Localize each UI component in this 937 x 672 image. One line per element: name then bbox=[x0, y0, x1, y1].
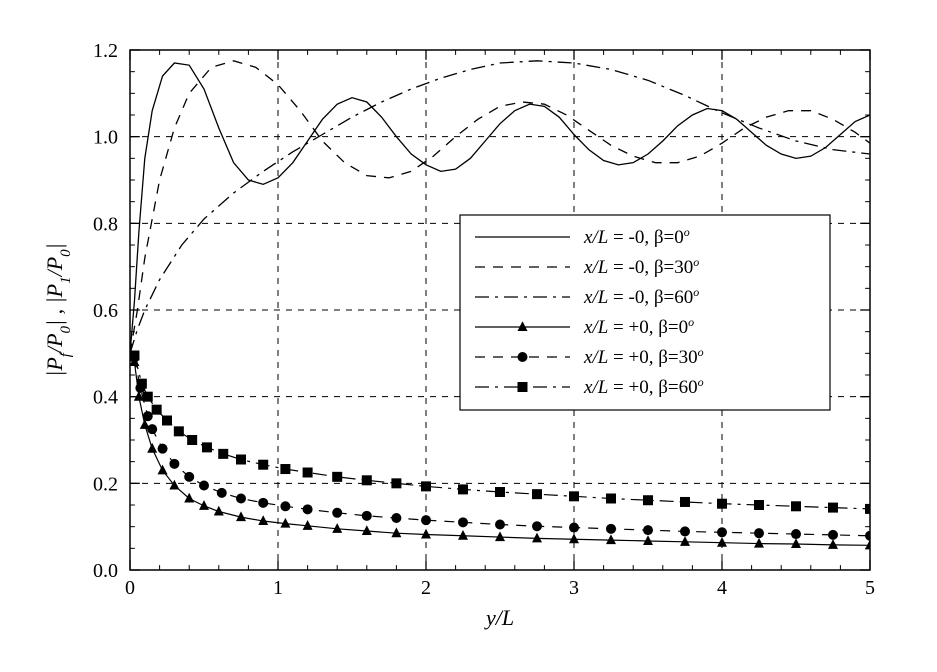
svg-text:1.2: 1.2 bbox=[93, 40, 118, 62]
chart-svg: 0123450.00.20.40.60.81.01.2y/L|Pf/P0| , … bbox=[20, 20, 917, 652]
svg-text:x/L = +0, β=30o: x/L = +0, β=30o bbox=[583, 345, 704, 368]
svg-text:0.0: 0.0 bbox=[93, 560, 118, 582]
svg-text:x/L = +0, β=60o: x/L = +0, β=60o bbox=[583, 375, 704, 398]
svg-text:3: 3 bbox=[569, 577, 579, 599]
svg-text:x/L = +0, β=0o: x/L = +0, β=0o bbox=[583, 315, 694, 338]
svg-text:x/L = -0, β=0o: x/L = -0, β=0o bbox=[583, 225, 690, 248]
svg-text:x/L = -0, β=60o: x/L = -0, β=60o bbox=[583, 285, 699, 308]
svg-text:0: 0 bbox=[125, 577, 135, 599]
svg-text:y/L: y/L bbox=[484, 605, 514, 630]
svg-text:0.4: 0.4 bbox=[93, 387, 118, 409]
svg-text:x/L = -0, β=30o: x/L = -0, β=30o bbox=[583, 255, 699, 278]
svg-text:0.8: 0.8 bbox=[93, 213, 118, 235]
svg-text:2: 2 bbox=[421, 577, 431, 599]
chart-container: 0123450.00.20.40.60.81.01.2y/L|Pf/P0| , … bbox=[20, 20, 917, 652]
svg-text:5: 5 bbox=[865, 577, 875, 599]
svg-text:0.2: 0.2 bbox=[93, 473, 118, 495]
svg-text:1: 1 bbox=[273, 577, 283, 599]
svg-text:1.0: 1.0 bbox=[93, 127, 118, 149]
svg-text:0.6: 0.6 bbox=[93, 300, 118, 322]
svg-text:4: 4 bbox=[717, 577, 727, 599]
